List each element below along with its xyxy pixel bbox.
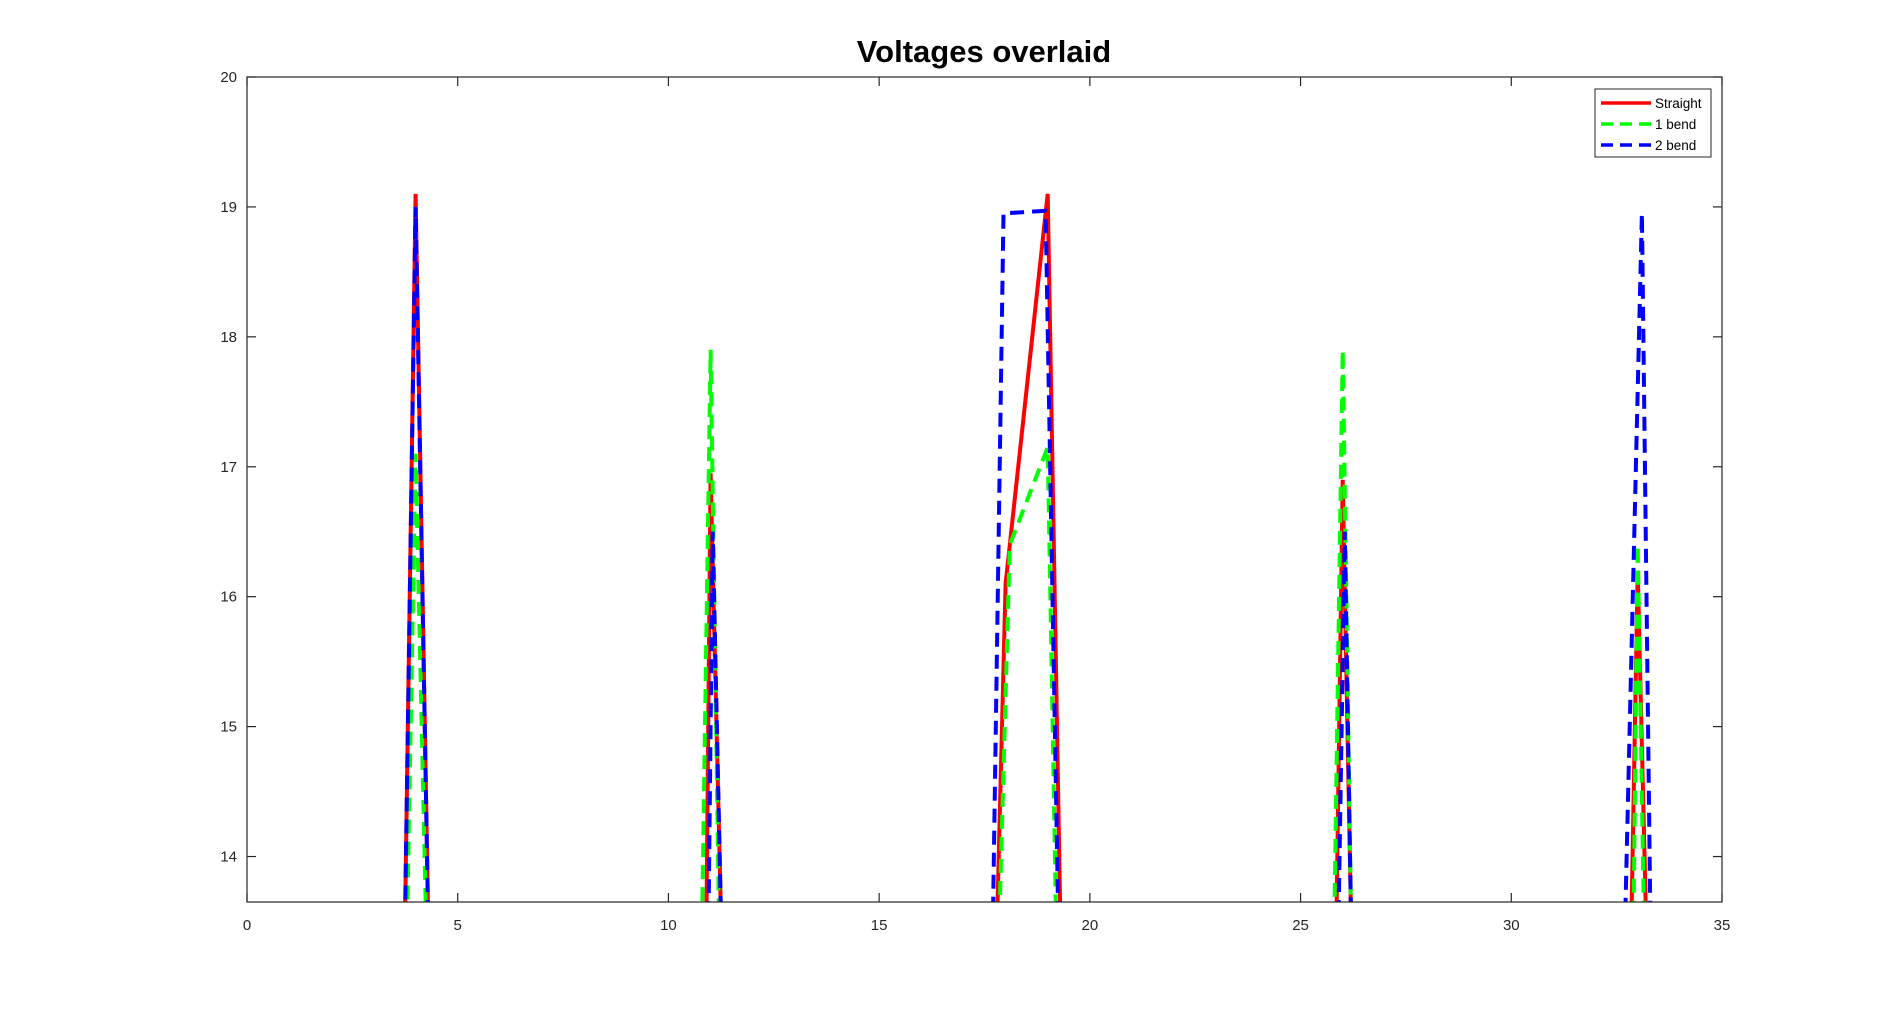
legend: Straight 1 bend 2 bend bbox=[1594, 88, 1712, 158]
legend-label-straight: Straight bbox=[1655, 96, 1702, 111]
x-tick-label: 20 bbox=[1082, 917, 1099, 934]
y-tick-label: 16 bbox=[220, 589, 237, 606]
chart-title: Voltages overlaid bbox=[857, 34, 1111, 69]
series-line-straight bbox=[403, 193, 1648, 902]
y-tick-label: 15 bbox=[220, 719, 237, 736]
x-tick-label: 0 bbox=[243, 917, 251, 934]
legend-label-2-bend: 2 bend bbox=[1655, 138, 1696, 153]
x-tick-label: 5 bbox=[454, 917, 462, 934]
series-line-1-bend bbox=[405, 349, 1646, 902]
y-tick-label: 19 bbox=[220, 199, 237, 216]
y-tick-label: 14 bbox=[220, 849, 237, 866]
series-layer bbox=[403, 193, 1653, 902]
x-tick-label: 25 bbox=[1292, 917, 1309, 934]
plot-frame bbox=[246, 76, 1723, 903]
x-tick-label: 10 bbox=[660, 917, 677, 934]
x-tick-label: 15 bbox=[871, 917, 888, 934]
y-tick-label: 20 bbox=[220, 69, 237, 86]
x-tick-label: 30 bbox=[1503, 917, 1520, 934]
plot-background bbox=[247, 77, 1722, 902]
legend-label-1-bend: 1 bend bbox=[1655, 117, 1696, 132]
y-tick-label: 18 bbox=[220, 329, 237, 346]
y-tick-label: 17 bbox=[220, 459, 237, 476]
x-tick-label: 35 bbox=[1714, 917, 1731, 934]
legend-box bbox=[1594, 88, 1712, 158]
axes-layer: 0 5 10 15 20 25 30 35 14 15 16 17 18 19 20 bbox=[220, 69, 1730, 934]
